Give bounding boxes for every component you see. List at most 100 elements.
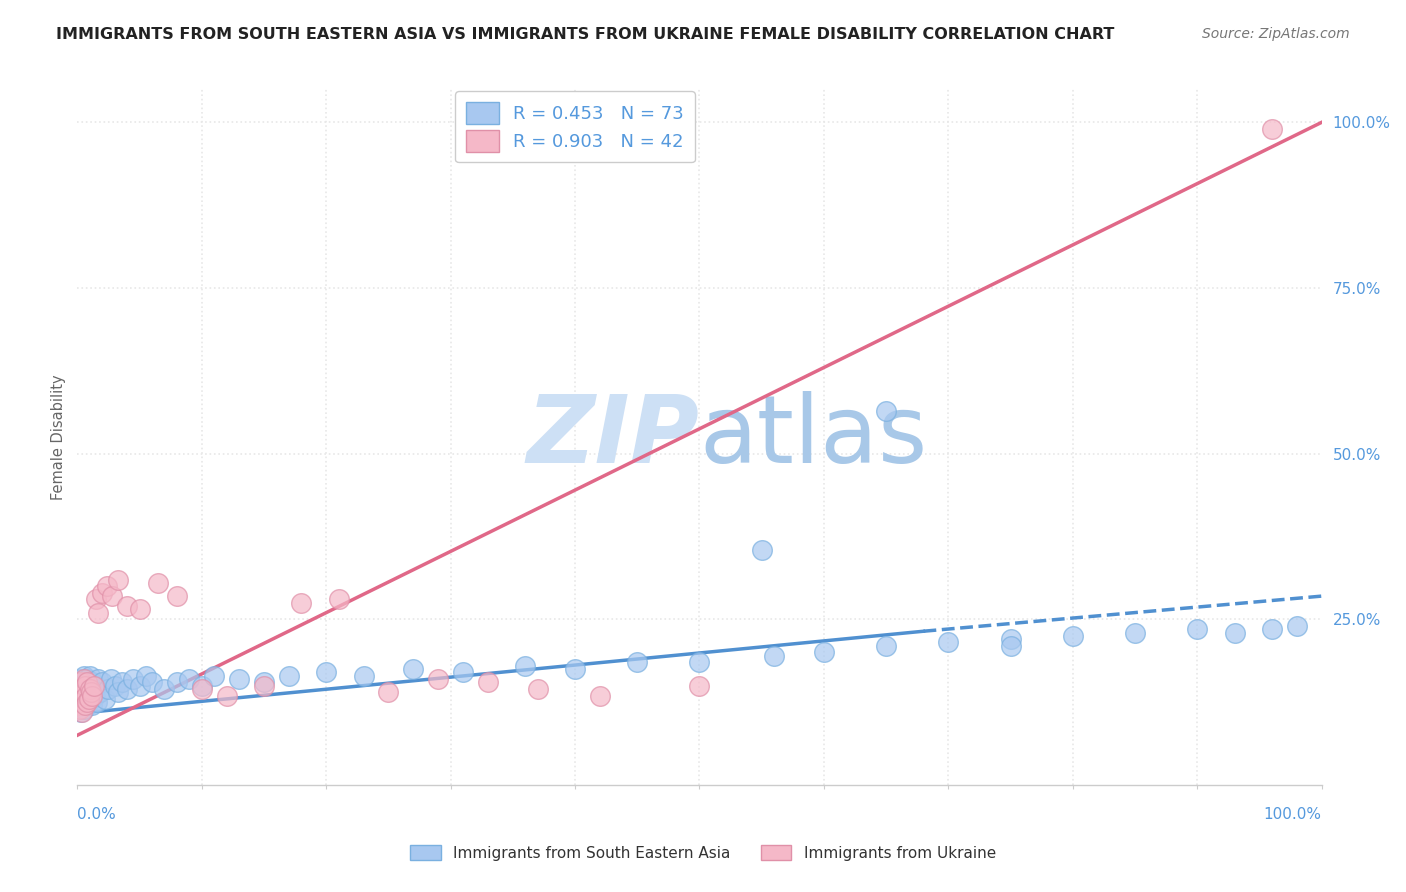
Point [115,599,138,613]
Point [87,672,110,686]
Point [451,665,474,680]
Text: 0.0%: 0.0% [77,807,117,822]
Point [875,403,897,417]
Point [70,685,93,699]
Point [179,672,201,686]
Point [153,681,176,696]
Point [73,691,96,706]
Point [69,698,91,713]
Point [82,698,104,713]
Point [67,689,90,703]
Point [377,685,399,699]
Point [83,689,105,703]
Point [76,672,98,686]
Point [73,679,96,693]
Point [122,672,145,686]
Point [69,685,91,699]
Point [75,689,97,703]
Point [91,586,114,600]
Point [115,681,138,696]
Point [402,662,425,676]
Point [938,635,960,649]
Point [87,606,110,620]
Point [875,639,897,653]
Point [104,679,127,693]
Point [166,589,188,603]
Point [1062,629,1084,643]
Point [72,685,94,699]
Point [77,695,100,709]
Point [763,648,786,663]
Text: IMMIGRANTS FROM SOUTH EASTERN ASIA VS IMMIGRANTS FROM UKRAINE FEMALE DISABILITY : IMMIGRANTS FROM SOUTH EASTERN ASIA VS IM… [56,27,1115,42]
Point [70,675,93,690]
Point [215,689,238,703]
Point [228,672,250,686]
Point [80,691,103,706]
Point [84,592,107,607]
Point [689,656,711,670]
Point [101,589,124,603]
Point [67,698,90,713]
Point [97,681,120,696]
Point [96,579,118,593]
Point [589,689,612,703]
Point [191,679,214,693]
Point [82,675,104,690]
Point [1123,625,1146,640]
Point [69,702,91,716]
Point [77,679,100,693]
Y-axis label: Female Disability: Female Disability [51,375,66,500]
Point [166,675,188,690]
Point [72,668,94,682]
Point [72,679,94,693]
Point [72,695,94,709]
Point [148,575,170,590]
Point [79,681,101,696]
Point [253,679,276,693]
Point [1000,632,1022,647]
Point [689,679,711,693]
Point [75,698,97,713]
Point [1000,639,1022,653]
Point [76,695,98,709]
Point [191,681,214,696]
Point [93,691,115,706]
Point [76,689,98,703]
Point [72,691,94,706]
Point [526,681,548,696]
Point [328,592,350,607]
Point [1187,622,1209,636]
Point [73,698,96,713]
Point [751,542,773,557]
Text: ZIP: ZIP [527,391,700,483]
Point [253,675,276,690]
Point [813,645,835,659]
Point [1285,619,1308,633]
Point [564,662,586,676]
Point [315,665,337,680]
Point [77,691,100,706]
Point [107,573,129,587]
Point [111,675,134,690]
Point [128,602,150,616]
Point [80,685,103,699]
Point [89,685,111,699]
Point [626,656,648,670]
Point [70,695,93,709]
Point [72,705,94,719]
Point [100,672,122,686]
Point [73,675,96,690]
Point [84,679,107,693]
Point [515,658,537,673]
Point [76,675,98,690]
Point [79,685,101,699]
Point [86,695,108,709]
Point [72,702,94,716]
Point [141,675,163,690]
Point [82,689,104,703]
Point [72,672,94,686]
Point [91,675,114,690]
Point [70,672,93,686]
Text: Source: ZipAtlas.com: Source: ZipAtlas.com [1202,27,1350,41]
Point [83,679,105,693]
